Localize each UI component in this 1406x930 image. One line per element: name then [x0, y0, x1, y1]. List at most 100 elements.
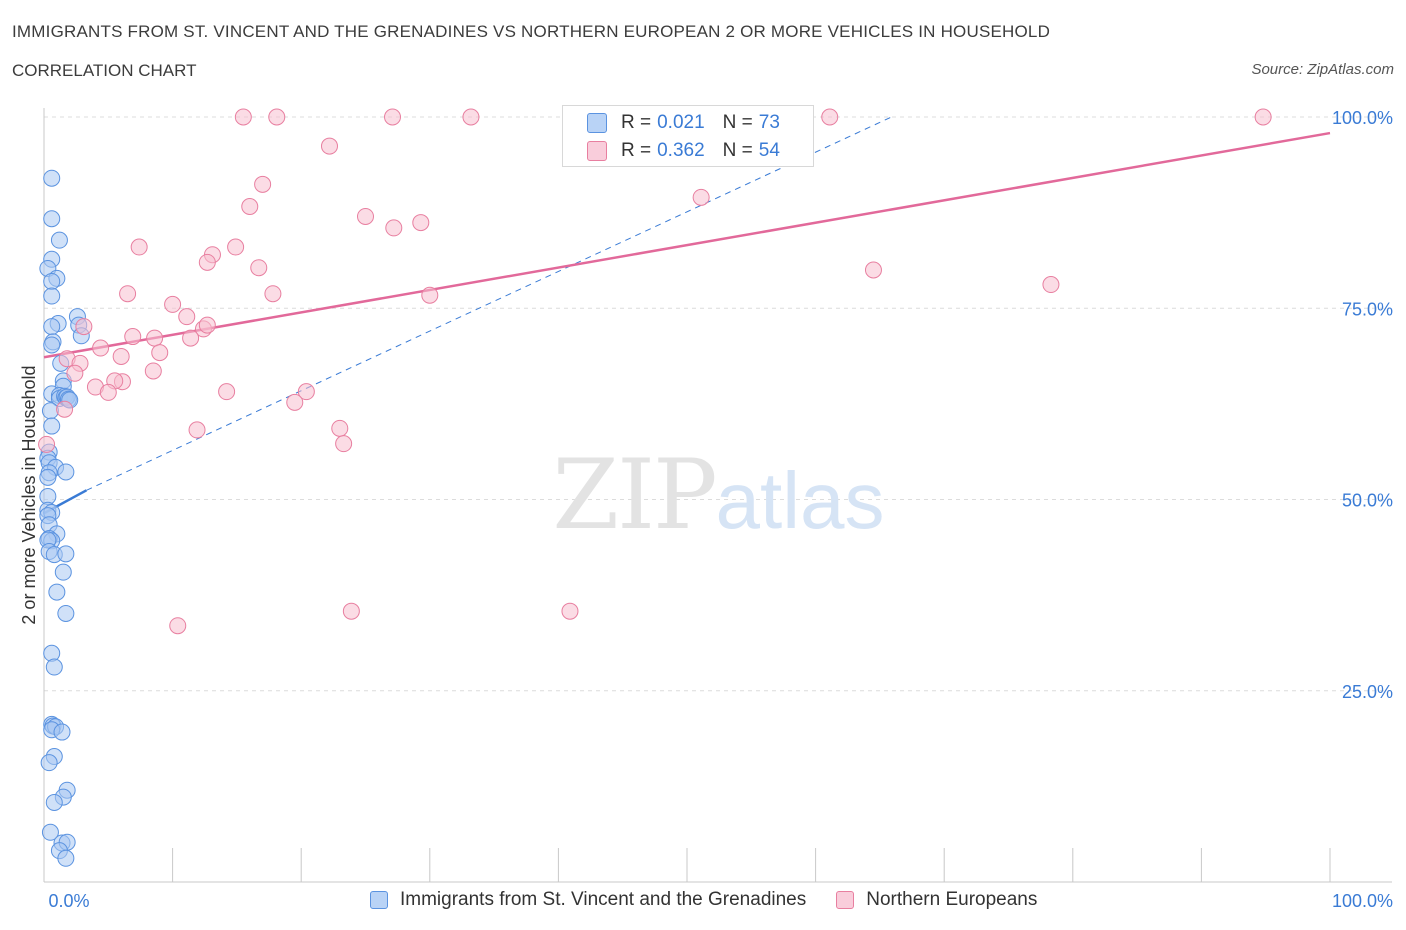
data-point-northern-europeans [335, 435, 353, 453]
data-point-immigrants [57, 849, 75, 867]
data-point-immigrants [43, 336, 61, 354]
data-point-immigrants [45, 658, 63, 676]
data-point-immigrants [54, 563, 72, 581]
data-point-northern-europeans [342, 602, 360, 620]
stat-row-blue: R = 0.021 N = 73 [587, 112, 780, 134]
y-tick-label: 50.0% [1342, 491, 1393, 511]
data-points [38, 108, 1272, 867]
y-tick-label: 25.0% [1342, 682, 1393, 702]
axis-labels: 25.0% 50.0% 75.0% 100.0% 0.0% 100.0% 2 or more… [19, 108, 1393, 911]
data-point-immigrants [40, 754, 58, 772]
data-point-northern-europeans [75, 318, 93, 336]
data-point-northern-europeans [146, 329, 164, 347]
data-point-immigrants [39, 468, 57, 486]
data-point-northern-europeans [462, 108, 480, 126]
data-point-northern-europeans [357, 207, 374, 225]
data-point-northern-europeans [254, 175, 272, 193]
data-point-northern-europeans [264, 285, 282, 303]
legend-label: Immigrants from St. Vincent and the Gren… [400, 889, 807, 910]
stat-r-label: R = [621, 112, 652, 133]
data-point-immigrants [43, 210, 61, 228]
data-point-northern-europeans [864, 261, 882, 279]
data-point-northern-europeans [692, 188, 710, 206]
data-point-immigrants [41, 823, 59, 841]
stat-n-value: 54 [758, 140, 780, 161]
data-point-northern-europeans [227, 238, 245, 256]
data-point-northern-europeans [164, 295, 182, 313]
data-point-northern-europeans [178, 308, 196, 326]
data-point-northern-europeans [198, 316, 216, 334]
data-point-northern-europeans [198, 253, 216, 271]
data-point-immigrants [43, 417, 61, 435]
data-point-northern-europeans [1042, 276, 1060, 294]
data-point-northern-europeans [268, 108, 286, 126]
source-label: Source: ZipAtlas.com [1251, 61, 1394, 78]
stat-row-pink: R = 0.362 N = 54 [587, 140, 780, 162]
data-point-immigrants [57, 604, 75, 622]
y-axis-title: 2 or more Vehicles in Household [19, 365, 39, 624]
legend-item-northern-europeans[interactable]: Northern Europeans [836, 889, 1037, 911]
data-point-northern-europeans [1254, 108, 1272, 126]
data-point-northern-europeans [250, 259, 268, 277]
data-point-immigrants [41, 402, 59, 420]
legend-label: Northern Europeans [866, 889, 1038, 910]
watermark-zip: ZIP [552, 439, 715, 551]
data-point-northern-europeans [412, 214, 430, 232]
data-point-northern-europeans [384, 108, 402, 126]
data-point-immigrants [48, 583, 66, 601]
data-point-northern-europeans [320, 137, 338, 155]
data-point-northern-europeans [421, 286, 439, 304]
data-point-northern-europeans [182, 329, 200, 347]
data-point-northern-europeans [66, 364, 84, 382]
data-point-northern-europeans [99, 383, 117, 401]
data-point-northern-europeans [112, 347, 130, 365]
data-point-immigrants [50, 231, 68, 249]
data-point-northern-europeans [169, 617, 187, 635]
data-point-immigrants [57, 545, 75, 563]
stat-n-value: 73 [758, 112, 780, 133]
trend-line-immigrants [86, 116, 892, 491]
data-point-northern-europeans [234, 108, 252, 126]
data-point-northern-europeans [297, 383, 315, 401]
stat-r-value: 0.362 [657, 140, 705, 161]
stat-n-label: N = [722, 112, 753, 133]
data-point-immigrants [45, 793, 63, 811]
data-point-northern-europeans [218, 383, 236, 401]
x-tick-label: 0.0% [48, 891, 89, 911]
x-tick-label: 100.0% [1332, 891, 1393, 911]
data-point-immigrants [43, 287, 61, 305]
chart-legend: Immigrants from St. Vincent and the Gren… [370, 889, 1067, 911]
data-point-immigrants [57, 463, 75, 481]
stat-swatch-pink [587, 141, 607, 161]
legend-swatch-blue [370, 891, 388, 909]
data-point-northern-europeans [38, 435, 56, 453]
data-point-northern-europeans [92, 339, 110, 357]
data-point-northern-europeans [144, 362, 162, 380]
data-point-northern-europeans [331, 419, 349, 437]
data-point-northern-europeans [151, 344, 169, 362]
data-point-northern-europeans [56, 400, 74, 418]
legend-swatch-pink [836, 891, 855, 909]
chart-subtitle: CORRELATION CHART [12, 61, 197, 80]
correlation-stats-box: R = 0.021 N = 73 R = 0.362 N = 54 [562, 105, 814, 167]
data-point-northern-europeans [385, 219, 403, 237]
data-point-northern-europeans [130, 238, 148, 256]
data-point-immigrants [43, 644, 61, 662]
data-point-northern-europeans [561, 602, 579, 620]
y-tick-label: 100.0% [1332, 108, 1393, 128]
stat-r-value: 0.021 [657, 112, 705, 133]
stat-swatch-blue [587, 113, 607, 133]
data-point-northern-europeans [124, 328, 142, 346]
data-point-northern-europeans [821, 108, 839, 126]
data-point-immigrants [43, 169, 61, 187]
data-point-northern-europeans [286, 393, 304, 411]
stat-n-label: N = [722, 140, 753, 161]
data-point-northern-europeans [188, 421, 206, 439]
legend-item-immigrants[interactable]: Immigrants from St. Vincent and the Gren… [370, 889, 806, 911]
y-tick-label: 75.0% [1342, 299, 1393, 319]
stat-r-label: R = [621, 140, 652, 161]
data-point-immigrants [43, 272, 61, 290]
trend-line-northern-europeans [43, 131, 1331, 359]
data-point-northern-europeans [241, 198, 259, 216]
